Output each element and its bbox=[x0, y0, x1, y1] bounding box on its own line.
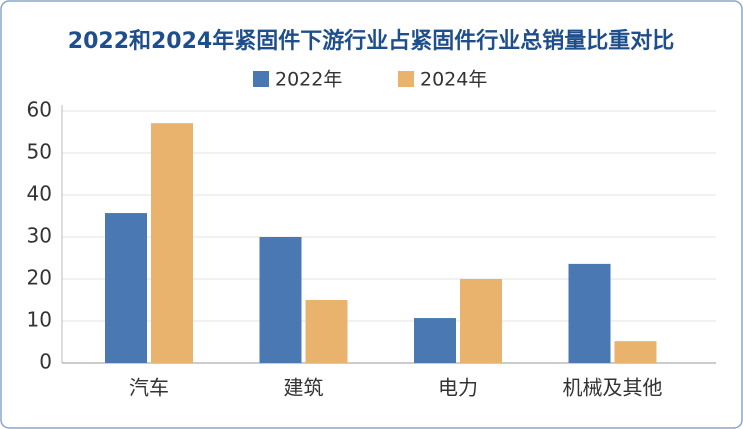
bar bbox=[568, 263, 611, 363]
legend-label: 2024年 bbox=[420, 69, 487, 91]
y-tick-label: 10 bbox=[27, 308, 52, 332]
y-tick-label: 40 bbox=[27, 182, 52, 206]
x-tick-label: 建筑 bbox=[284, 376, 324, 400]
bar bbox=[105, 213, 147, 363]
x-tick-label: 机械及其他 bbox=[563, 376, 663, 400]
x-tick-label: 汽车 bbox=[129, 376, 169, 400]
bar bbox=[614, 341, 657, 363]
y-tick-label: 60 bbox=[27, 98, 52, 122]
y-tick-label: 30 bbox=[27, 224, 52, 248]
y-tick-label: 50 bbox=[27, 140, 52, 164]
bar bbox=[305, 300, 348, 363]
legend-label: 2022年 bbox=[275, 69, 342, 91]
chart-title: 2022和2024年紧固件下游行业占紧固件行业总销量比重对比 bbox=[68, 28, 674, 54]
legend-swatch bbox=[398, 71, 414, 87]
bar bbox=[259, 237, 302, 363]
x-tick-label: 电力 bbox=[438, 376, 478, 400]
bar bbox=[151, 123, 193, 364]
y-tick-label: 20 bbox=[27, 266, 52, 290]
bar bbox=[414, 318, 456, 363]
legend-swatch bbox=[253, 71, 269, 87]
y-tick-label: 0 bbox=[39, 350, 52, 374]
bar bbox=[460, 279, 502, 363]
